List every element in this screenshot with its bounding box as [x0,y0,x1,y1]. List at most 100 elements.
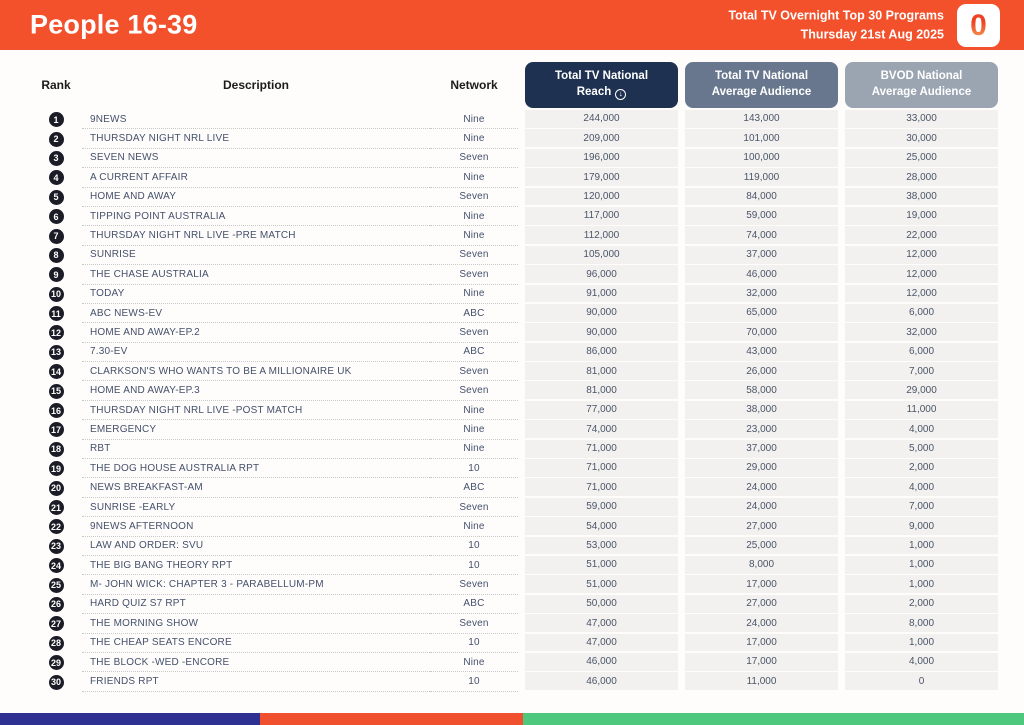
column-header-network: Network [450,78,498,92]
logo-glyph: 0 [970,8,987,42]
avg-audience-value: 24,000 [685,478,838,497]
network: Nine [430,129,518,149]
table-row: 28 THE CHEAP SEATS ENCORE 10 47,000 17,0… [30,633,998,653]
title-band: People 16-39 Total TV Overnight Top 30 P… [0,0,1024,50]
program-description: TODAY [82,285,430,304]
avg-audience-value: 70,000 [685,323,838,342]
reach-value: 244,000 [525,110,678,128]
table-row: 8 SUNRISE Seven 105,000 37,000 12,000 [30,245,998,266]
bvod-value: 22,000 [845,226,998,245]
reach-value: 50,000 [525,594,678,613]
program-description: HARD QUIZ S7 RPT [82,595,430,615]
network: ABC [430,595,518,615]
bvod-value: 4,000 [845,420,998,439]
bvod-value: 12,000 [845,245,998,264]
network: Seven [430,149,518,169]
bvod-value: 1,000 [845,536,998,555]
rank-badge: 7 [48,228,64,244]
reach-value: 112,000 [525,226,678,245]
network: Seven [430,614,518,634]
bvod-value: 25,000 [845,148,998,167]
column-header-bvod-audience[interactable]: BVOD National Average Audience [845,62,998,108]
table-row: 29 THE BLOCK -WED -ENCORE Nine 46,000 17… [30,652,998,673]
bvod-value: 30,000 [845,129,998,148]
program-description: THE MORNING SHOW [82,614,430,634]
program-description: A CURRENT AFFAIR [82,168,430,188]
avg-audience-value: 100,000 [685,148,838,167]
footer-bar-orange-segment [260,713,524,725]
network: Nine [430,420,518,440]
rank-badge: 4 [48,170,64,186]
avg-audience-value: 17,000 [685,575,838,594]
reach-value: 86,000 [525,342,678,361]
network: ABC [430,343,518,363]
program-description: THURSDAY NIGHT NRL LIVE -PRE MATCH [82,226,430,246]
reach-value: 90,000 [525,323,678,342]
network: Nine [430,653,518,673]
reach-value: 120,000 [525,187,678,206]
column-header-rank: Rank [41,78,71,92]
column-header-reach[interactable]: Total TV National Reach ↓ [525,62,678,108]
avg-audience-value: 17,000 [685,633,838,652]
network: Nine [430,110,518,130]
column-header-avg-audience[interactable]: Total TV National Average Audience [685,62,838,108]
table-row: 10 TODAY Nine 91,000 32,000 12,000 [30,284,998,304]
reach-value: 53,000 [525,536,678,555]
reach-value: 77,000 [525,400,678,419]
bvod-value: 7,000 [845,497,998,516]
footer-color-bar [0,713,1024,725]
bvod-value: 1,000 [845,575,998,594]
bvod-value: 11,000 [845,400,998,419]
bvod-value: 4,000 [845,652,998,671]
rank-badge: 13 [48,344,64,360]
avg-audience-value: 101,000 [685,129,838,148]
program-description: HOME AND AWAY-EP.2 [82,323,430,343]
table-row: 27 THE MORNING SHOW Seven 47,000 24,000 … [30,614,998,634]
table-row: 4 A CURRENT AFFAIR Nine 179,000 119,000 … [30,168,998,188]
reach-value: 46,000 [525,672,678,691]
avg-audience-value: 46,000 [685,265,838,284]
bvod-value: 7,000 [845,362,998,380]
table-row: 21 SUNRISE -EARLY Seven 59,000 24,000 7,… [30,497,998,518]
table-header-row: Rank Description Network Total TV Nation… [30,62,998,108]
program-description: THURSDAY NIGHT NRL LIVE [82,129,430,149]
avg-audience-value: 119,000 [685,168,838,187]
reach-value: 71,000 [525,459,678,477]
avg-audience-value: 23,000 [685,420,838,439]
table-row: 16 THURSDAY NIGHT NRL LIVE -POST MATCH N… [30,400,998,421]
program-description: TIPPING POINT AUSTRALIA [82,207,430,227]
table-row: 26 HARD QUIZ S7 RPT ABC 50,000 27,000 2,… [30,594,998,615]
rank-badge: 18 [48,441,64,457]
avg-audience-value: 26,000 [685,362,838,380]
bvod-value: 29,000 [845,381,998,400]
table-row: 25 M- JOHN WICK: CHAPTER 3 - PARABELLUM-… [30,575,998,595]
sort-descending-icon[interactable]: ↓ [615,88,627,100]
rank-badge: 24 [48,558,64,574]
avg-audience-value: 59,000 [685,206,838,225]
reach-value: 196,000 [525,148,678,167]
rank-badge: 25 [48,577,64,593]
avg-audience-value: 143,000 [685,110,838,128]
network: 10 [430,634,518,653]
footer-bar-navy-segment [0,713,261,725]
reach-value: 91,000 [525,284,678,303]
program-description: SUNRISE -EARLY [82,498,430,518]
table-row: 1 9NEWS Nine 244,000 143,000 33,000 [30,110,998,130]
rank-badge: 12 [48,325,64,341]
program-description: HOME AND AWAY-EP.3 [82,381,430,401]
rank-badge: 14 [48,364,64,380]
program-description: THURSDAY NIGHT NRL LIVE -POST MATCH [82,401,430,421]
rank-badge: 5 [48,189,64,205]
table-row: 24 THE BIG BANG THEORY RPT 10 51,000 8,0… [30,555,998,576]
network: Nine [430,207,518,227]
reach-value: 209,000 [525,129,678,148]
network: ABC [430,478,518,498]
table-row: 17 EMERGENCY Nine 74,000 23,000 4,000 [30,420,998,440]
rank-badge: 11 [48,306,64,322]
reach-value: 81,000 [525,381,678,400]
rank-badge: 15 [48,383,64,399]
table-row: 5 HOME AND AWAY Seven 120,000 84,000 38,… [30,187,998,207]
table-row: 20 NEWS BREAKFAST-AM ABC 71,000 24,000 4… [30,478,998,498]
program-description: THE CHASE AUSTRALIA [82,265,430,285]
program-description: EMERGENCY [82,420,430,440]
